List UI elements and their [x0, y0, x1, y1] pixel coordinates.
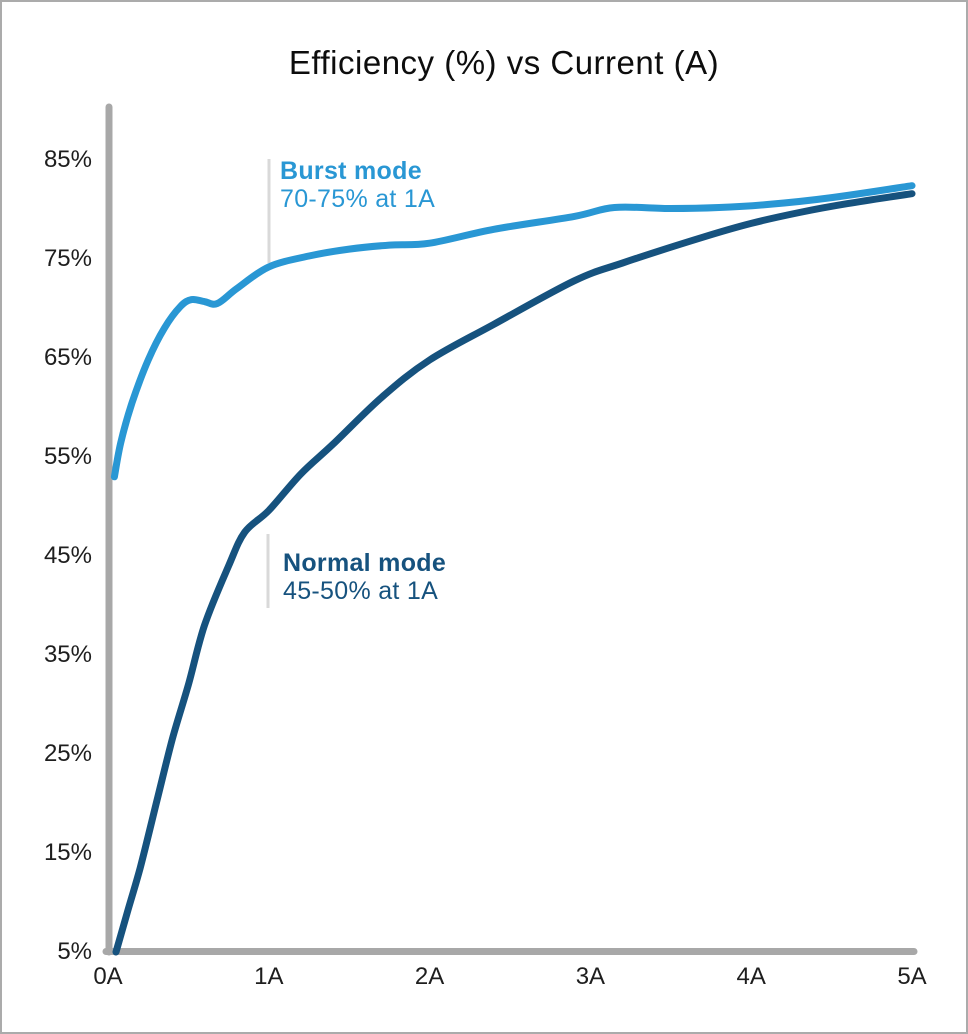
y-tick-label-35: 35%: [43, 641, 92, 668]
y-tick-label-55: 55%: [43, 443, 92, 470]
x-tick-label-5: 5A: [897, 963, 927, 990]
x-tick-label-3: 3A: [575, 963, 606, 990]
y-tick-label-15: 15%: [43, 839, 92, 866]
chart-title: Efficiency (%) vs Current (A): [288, 44, 720, 81]
y-tick-label-25: 25%: [43, 740, 92, 767]
burst-mode-annotation-title: Burst mode: [280, 157, 422, 185]
burst-mode-curve: [110, 182, 916, 481]
normal-mode-annotation-title: Normal mode: [283, 549, 447, 577]
y-tick-label-85: 85%: [43, 146, 92, 173]
burst-mode-annotation: Burst mode 70-75% at 1A: [280, 157, 435, 213]
normal-mode-curve: [112, 190, 916, 956]
burst-mode-annotation-value: 70-75% at 1A: [280, 185, 436, 213]
y-tick-label-75: 75%: [43, 245, 92, 272]
x-tick-label-2: 2A: [414, 963, 445, 990]
y-tick-label-45: 45%: [43, 542, 92, 569]
x-tick-label-0: 0A: [93, 963, 123, 990]
y-tick-label-65: 65%: [43, 344, 92, 371]
normal-mode-annotation: Normal mode 45-50% at 1A: [283, 549, 446, 605]
y-tick-label-5: 5%: [57, 938, 92, 965]
x-tick-label-1: 1A: [254, 963, 284, 990]
normal-mode-annotation-value: 45-50% at 1A: [283, 577, 439, 605]
x-tick-label-4: 4A: [736, 963, 766, 990]
